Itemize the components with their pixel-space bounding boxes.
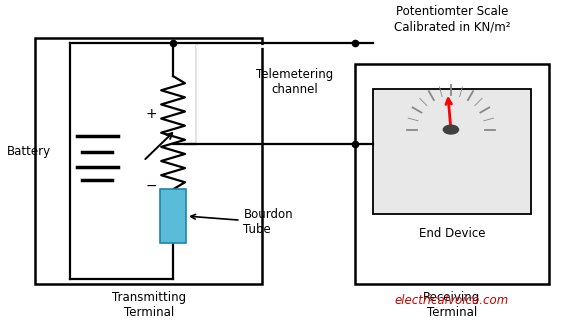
Text: End Device: End Device: [419, 227, 485, 240]
Bar: [374, 89, 531, 214]
Text: electricalvoice.com: electricalvoice.com: [395, 294, 509, 307]
Text: Receiving
Terminal: Receiving Terminal: [424, 292, 481, 319]
Text: +: +: [146, 107, 157, 121]
Text: Potentiomter Scale
Calibrated in KN/m²: Potentiomter Scale Calibrated in KN/m²: [394, 6, 511, 33]
Bar: [160, 189, 186, 243]
Circle shape: [443, 125, 458, 134]
Text: Telemetering
channel: Telemetering channel: [256, 69, 334, 97]
Text: Battery: Battery: [7, 145, 51, 158]
Text: Transmitting
Terminal: Transmitting Terminal: [112, 292, 186, 319]
Bar: [355, 64, 549, 284]
Text: Bourdon
Tube: Bourdon Tube: [191, 208, 293, 236]
Text: −: −: [146, 179, 157, 193]
Bar: [35, 38, 263, 284]
